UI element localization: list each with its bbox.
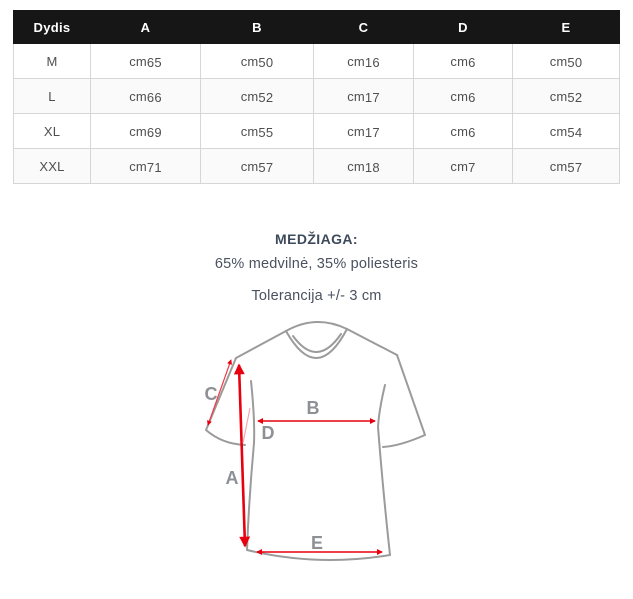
- measurement-cell: cm17: [313, 113, 414, 149]
- measurement-cell: cm55: [200, 113, 314, 149]
- measurement-cell: cm50: [200, 43, 314, 79]
- size-label: L: [13, 78, 91, 114]
- measurement-arrows: [207, 359, 383, 555]
- measurement-cell: cm6: [413, 78, 513, 114]
- tshirt-measurement-diagram: A B C D E: [160, 315, 480, 599]
- measurement-cell: cm16: [313, 43, 414, 79]
- column-header-a: A: [90, 10, 201, 44]
- measure-arrow-a: [233, 363, 251, 548]
- label-e: E: [311, 533, 323, 553]
- measurement-cell: cm50: [512, 43, 620, 79]
- column-header-d: D: [413, 10, 513, 44]
- right-shoulder-line: [346, 328, 398, 356]
- header-row: Dydis A B C D E: [13, 10, 620, 44]
- measurement-cell: cm6: [413, 43, 513, 79]
- collar-bottom-line: [285, 328, 348, 359]
- measurement-cell: cm66: [90, 78, 201, 114]
- size-label: XL: [13, 113, 91, 149]
- label-b: B: [307, 398, 320, 418]
- measurement-cell: cm17: [313, 78, 414, 114]
- measure-arrow-c: [207, 359, 232, 426]
- measurement-cell: cm54: [512, 113, 620, 149]
- measurement-cell: cm52: [200, 78, 314, 114]
- size-row-xxl: XXL cm71 cm57 cm18 cm7 cm57: [13, 148, 620, 184]
- material-info-block: MEDŽIAGA: 65% medvilnė, 35% poliesteris …: [0, 231, 633, 304]
- material-heading: MEDŽIAGA:: [275, 231, 358, 247]
- tshirt-diagram-svg: A B C D E: [205, 320, 426, 561]
- size-table-header: Dydis A B C D E: [13, 10, 620, 44]
- column-header-b: B: [200, 10, 314, 44]
- column-header-size: Dydis: [13, 10, 91, 44]
- left-armhole-and-side: [246, 380, 256, 551]
- collar-top-line: [285, 320, 348, 332]
- size-label: XXL: [13, 148, 91, 184]
- measurement-cell: cm57: [200, 148, 314, 184]
- measure-line-d: [242, 407, 251, 444]
- measurement-cell: cm57: [512, 148, 620, 184]
- column-header-c: C: [313, 10, 414, 44]
- right-sleeve: [382, 354, 426, 448]
- tolerance-note: Tolerancija +/- 3 cm: [251, 288, 382, 304]
- size-row-xl: XL cm69 cm55 cm17 cm6 cm54: [13, 113, 620, 149]
- measurement-cell: cm18: [313, 148, 414, 184]
- measurement-cell: cm71: [90, 148, 201, 184]
- tshirt-outline: [205, 320, 426, 561]
- size-label: M: [13, 43, 91, 79]
- measurement-cell: cm52: [512, 78, 620, 114]
- measurement-cell: cm7: [413, 148, 513, 184]
- measurement-cell: cm6: [413, 113, 513, 149]
- label-d: D: [262, 423, 275, 443]
- right-armhole-and-side: [377, 384, 391, 556]
- left-shoulder-line: [235, 330, 287, 359]
- measurement-cell: cm69: [90, 113, 201, 149]
- label-c: C: [205, 384, 218, 404]
- measurement-labels: A B C D E: [205, 384, 324, 553]
- label-a: A: [226, 468, 239, 488]
- material-composition: 65% medvilnė, 35% poliesteris: [214, 256, 419, 272]
- measurement-cell: cm65: [90, 43, 201, 79]
- column-header-e: E: [512, 10, 620, 44]
- collar-rib-line: [292, 333, 342, 353]
